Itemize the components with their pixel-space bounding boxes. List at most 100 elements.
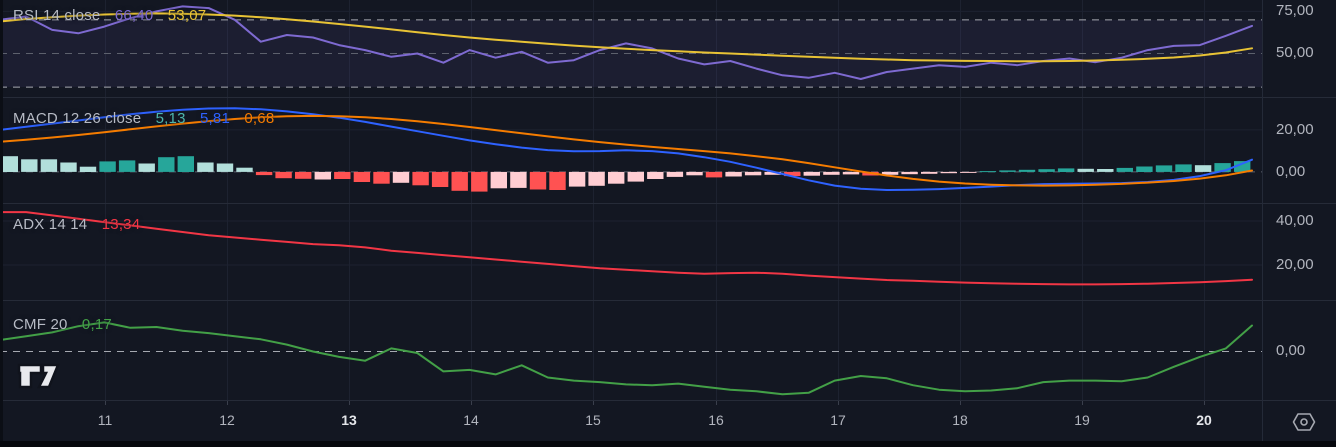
- macd-histogram-bar: [608, 171, 625, 184]
- cmf-plot[interactable]: [0, 301, 1262, 400]
- macd-histogram-bar: [999, 170, 1016, 172]
- macd-histogram-bar: [490, 171, 507, 189]
- y-axis-tick-label: 20,00: [1276, 255, 1314, 273]
- macd-histogram-bar: [979, 171, 997, 173]
- x-axis-label: 12: [219, 412, 235, 428]
- x-axis-label: 11: [97, 412, 113, 428]
- settings-hexagon-icon[interactable]: [1291, 411, 1317, 438]
- pane-macd[interactable]: MACD 12 26 close 5,13 5,81 0,68: [0, 98, 1262, 203]
- macd-histogram-bar: [725, 171, 742, 177]
- macd-histogram-bar: [118, 160, 136, 172]
- macd-histogram-bar: [588, 171, 605, 186]
- indicator-value-cmf: 0,17: [81, 316, 112, 333]
- macd-histogram-bar: [1097, 169, 1114, 172]
- macd-histogram-bar: [647, 171, 664, 179]
- pane-resize-handle[interactable]: [0, 97, 1336, 98]
- macd-histogram-bar: [471, 171, 488, 192]
- indicator-label-macd[interactable]: MACD 12 26 close 5,13 5,81 0,68: [13, 110, 274, 127]
- bottom-border: [0, 441, 1336, 447]
- x-axis-label: 16: [708, 412, 724, 428]
- x-axis-tickmark: [471, 401, 472, 405]
- pane-cmf[interactable]: CMF 20 0,17: [0, 301, 1262, 400]
- x-axis-tickmark: [838, 401, 839, 405]
- indicator-label-adx[interactable]: ADX 14 14 13,34: [13, 216, 140, 233]
- macd-histogram-bar: [960, 171, 977, 173]
- macd-histogram-bar: [666, 171, 684, 177]
- rsi-ma-line: [0, 12, 1253, 63]
- macd-histogram-bar: [373, 171, 390, 184]
- x-axis-label: 18: [952, 412, 968, 428]
- x-axis-label: 14: [463, 412, 479, 428]
- macd-histogram-bar: [216, 163, 234, 172]
- macd-histogram-bar: [158, 157, 175, 172]
- pane-resize-handle[interactable]: [0, 300, 1336, 301]
- adx-line: [0, 211, 1253, 286]
- macd-histogram-bar: [60, 162, 77, 172]
- macd-histogram-bar: [1214, 163, 1231, 172]
- x-axis-tickmark: [716, 401, 717, 405]
- pane-adx[interactable]: ADX 14 14 13,34: [0, 204, 1262, 300]
- macd-histogram-bar: [1234, 161, 1251, 172]
- macd-histogram-bar: [236, 167, 253, 172]
- indicator-label-rsi[interactable]: RSI 14 close 66,40 53,07: [13, 7, 206, 24]
- adx-plot[interactable]: [0, 204, 1262, 300]
- macd-histogram-bar: [21, 159, 38, 172]
- indicator-value-macd-signal: 0,68: [244, 110, 275, 127]
- time-axis[interactable]: 11 12 13 14 15 16 17 18 19 20: [0, 401, 1336, 441]
- tradingview-logo[interactable]: [16, 361, 62, 396]
- x-axis-tickmark: [349, 401, 350, 405]
- macd-histogram-bar: [79, 166, 97, 172]
- macd-histogram-bar: [510, 171, 527, 188]
- x-axis-label: 13: [341, 412, 357, 428]
- macd-histogram-bar: [353, 171, 371, 182]
- x-axis-tickmark: [960, 401, 961, 405]
- indicator-title-macd: MACD 12 26 close: [13, 110, 142, 127]
- x-axis-label: 15: [585, 412, 601, 428]
- pane-resize-handle[interactable]: [0, 400, 1336, 401]
- macd-histogram-bar: [431, 171, 449, 187]
- indicator-value-rsi: 66,40: [114, 7, 154, 24]
- macd-histogram-bar: [627, 171, 644, 182]
- macd-histogram-bar: [334, 171, 351, 179]
- macd-histogram-bar: [99, 161, 116, 172]
- macd-histogram-bar: [1, 156, 18, 172]
- macd-histogram-bar: [1175, 164, 1192, 172]
- indicator-value-macd-hist: 5,13: [155, 110, 186, 127]
- macd-histogram-bar: [177, 156, 194, 172]
- macd-histogram-bar: [1155, 165, 1173, 172]
- macd-histogram-bar: [901, 171, 918, 175]
- macd-histogram-bar: [529, 171, 547, 190]
- x-axis-tickmark: [227, 401, 228, 405]
- y-axis-tick-label: 0,00: [1276, 342, 1306, 360]
- y-axis-tick-label: 0,00: [1276, 162, 1306, 180]
- macd-histogram-bar: [940, 171, 957, 174]
- macd-histogram-bar: [1077, 168, 1094, 172]
- x-axis-label: 17: [830, 412, 846, 428]
- macd-histogram-bar: [197, 162, 214, 172]
- indicator-value-rsi-ma: 53,07: [167, 7, 207, 24]
- x-axis-tickmark: [593, 401, 594, 405]
- pane-rsi[interactable]: RSI 14 close 66,40 53,07: [0, 0, 1262, 97]
- indicator-value-adx: 13,34: [101, 216, 141, 233]
- macd-histogram-bar: [744, 171, 762, 176]
- price-axis[interactable]: 75,00 50,00 20,00 0,00 40,00 20,00 0,00: [1262, 0, 1336, 441]
- x-axis-label: 20: [1196, 412, 1212, 428]
- indicator-title-adx: ADX 14 14: [13, 216, 88, 233]
- macd-histogram-bar: [1136, 166, 1153, 172]
- macd-line: [0, 107, 1253, 191]
- macd-histogram-bar: [451, 171, 468, 191]
- left-border: [0, 0, 3, 441]
- x-axis-tickmark: [1204, 401, 1205, 405]
- indicator-label-cmf[interactable]: CMF 20 0,17: [13, 316, 112, 333]
- macd-histogram-bar: [881, 171, 899, 175]
- x-axis-label: 19: [1074, 412, 1090, 428]
- macd-histogram-bar: [275, 171, 292, 179]
- macd-histogram-bar: [803, 171, 820, 176]
- indicator-title-cmf: CMF 20: [13, 316, 68, 333]
- macd-histogram-bar: [842, 171, 860, 175]
- pane-resize-handle[interactable]: [0, 203, 1336, 204]
- rsi-plot[interactable]: [0, 0, 1262, 97]
- macd-histogram-bar: [392, 171, 410, 183]
- macd-plot[interactable]: [0, 98, 1262, 203]
